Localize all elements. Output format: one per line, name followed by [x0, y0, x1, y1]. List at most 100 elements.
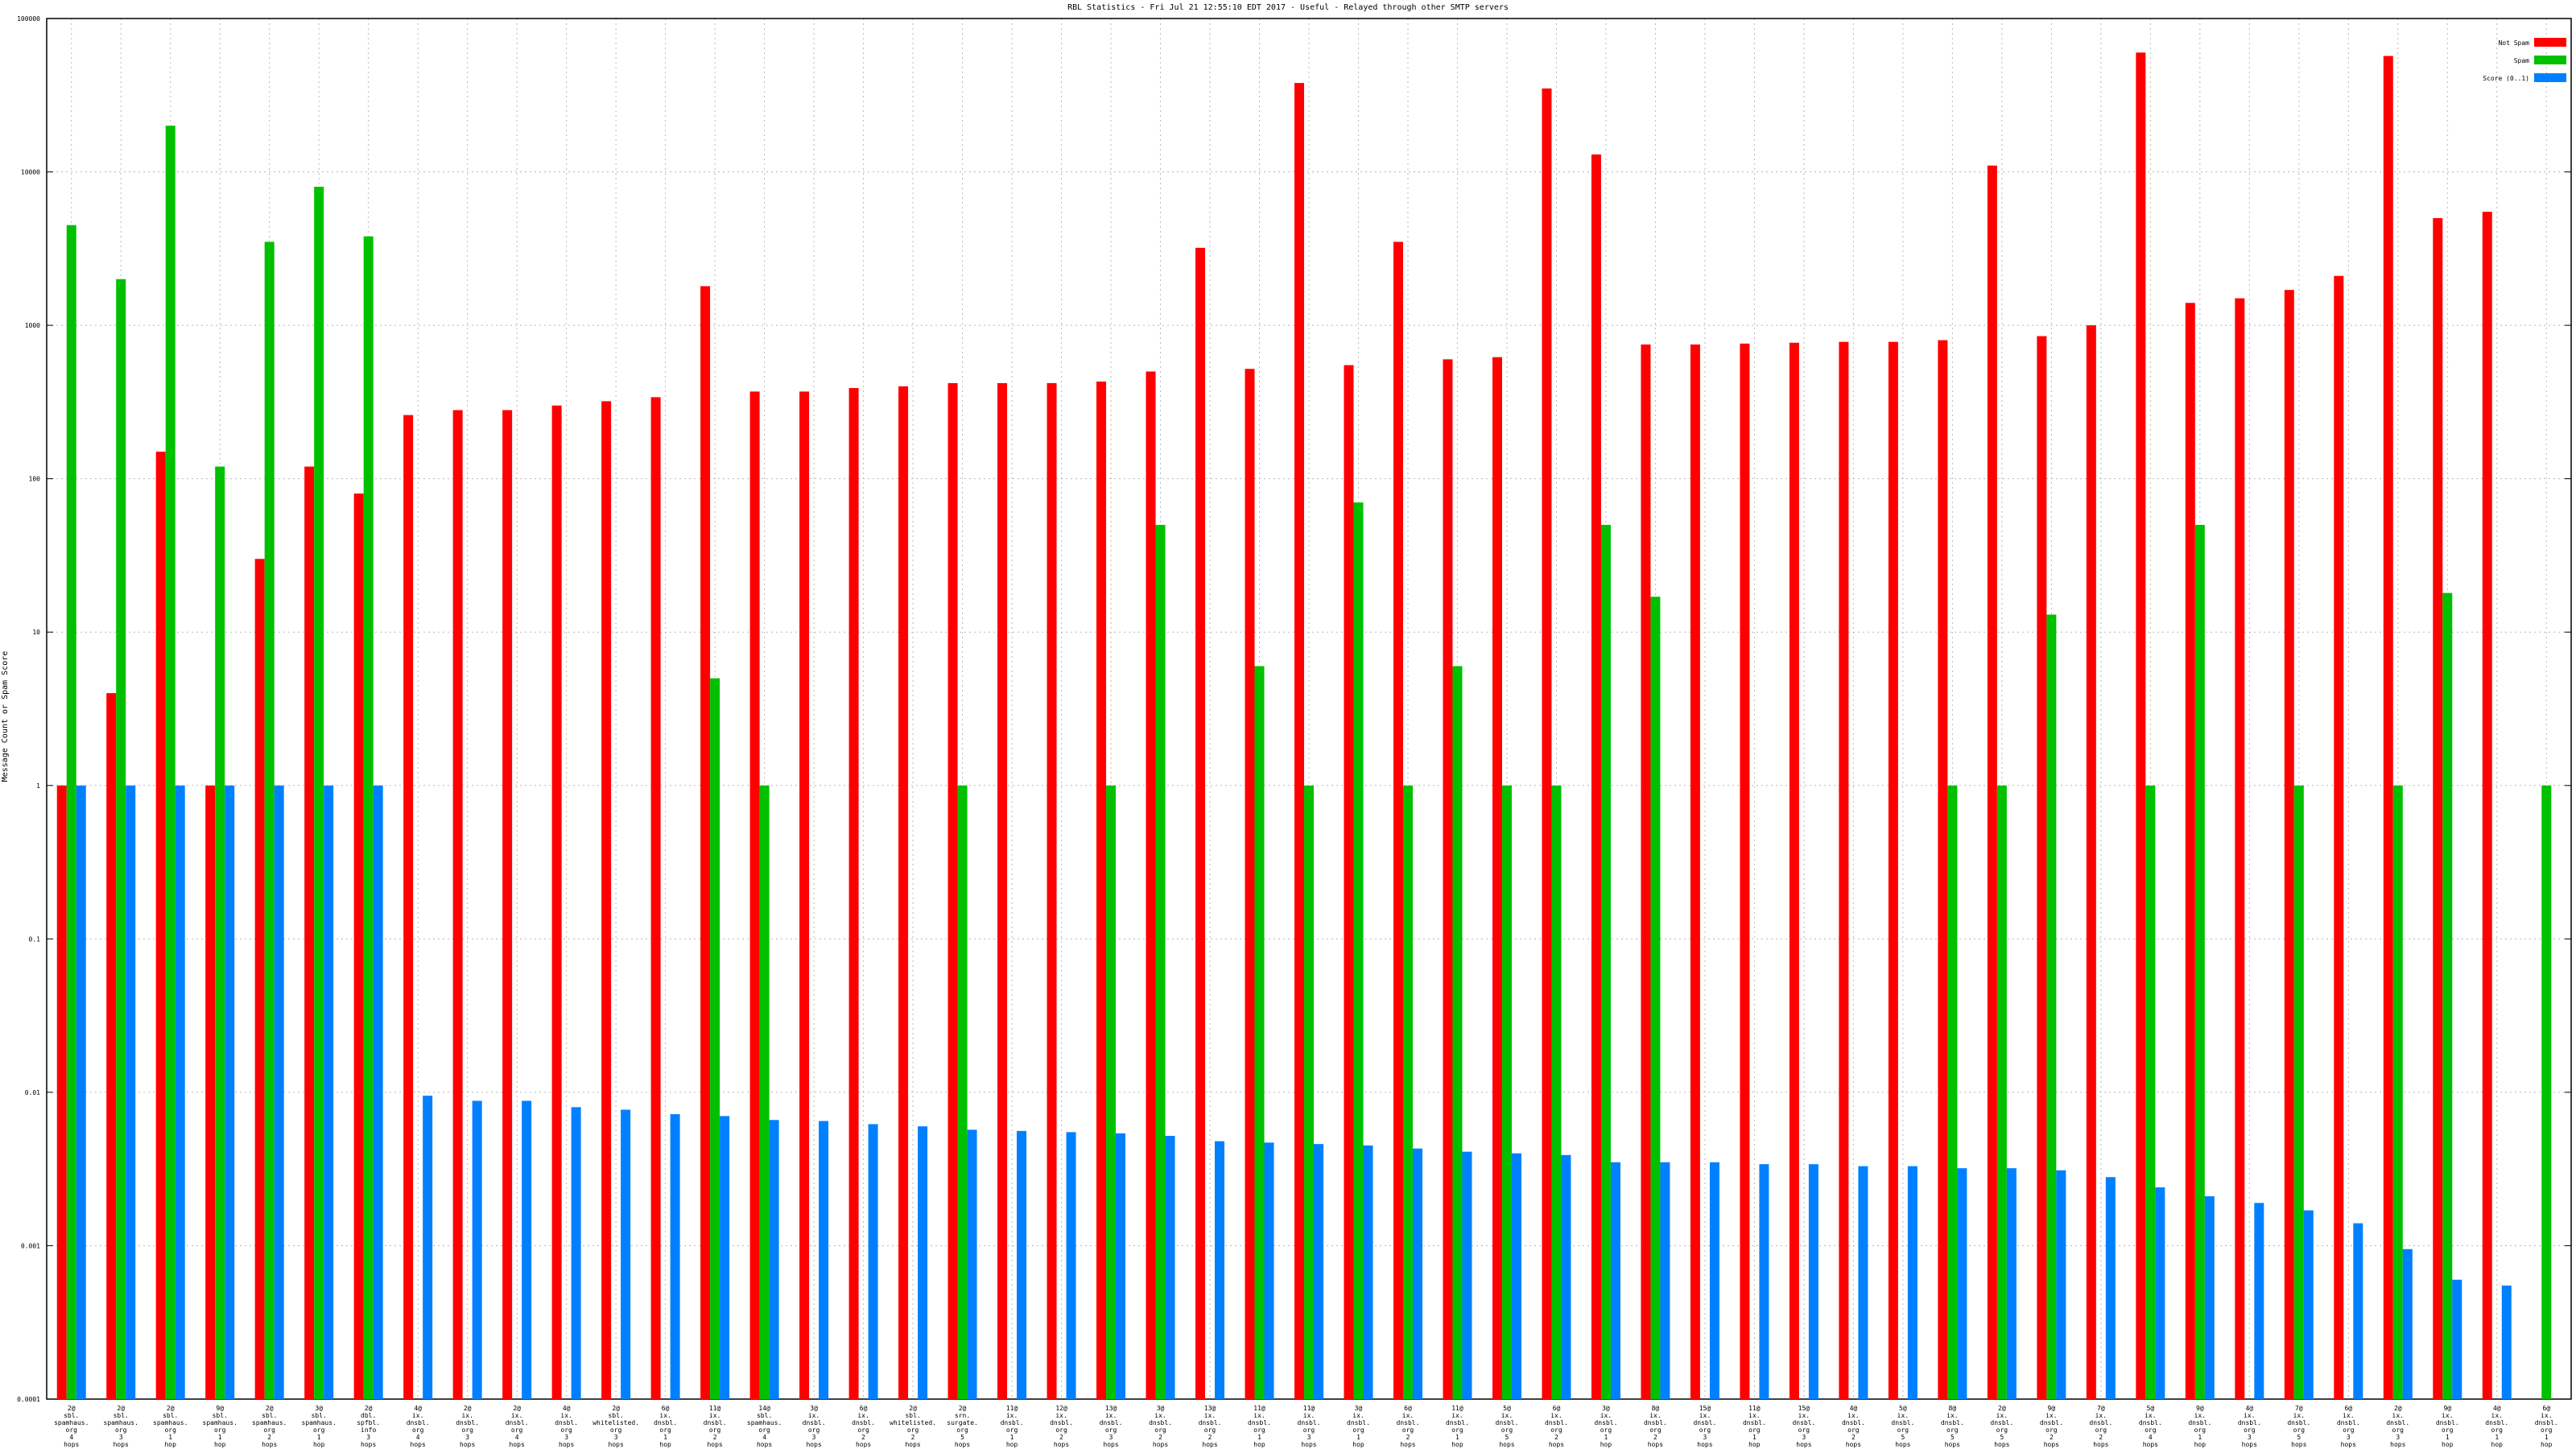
- x-tick-label-line: hop: [1600, 1441, 1612, 1448]
- bar: [898, 386, 909, 1399]
- x-tick-label-line: org: [1550, 1426, 1563, 1434]
- x-tick-label-line: dnsbl.: [1891, 1419, 1914, 1426]
- x-tick-label: 7@ ix. dnsbl. org 5 hops: [2287, 1405, 2310, 1448]
- bar: [1947, 785, 1958, 1399]
- x-tick-label-line: 2: [2050, 1434, 2054, 1441]
- bar: [1600, 525, 1611, 1400]
- bar: [997, 382, 1008, 1399]
- x-tick-label: 9@ ix. dnsbl. org 1 hop: [2188, 1405, 2211, 1448]
- x-tick-label-line: 11@: [709, 1405, 721, 1412]
- bar: [1353, 502, 1364, 1399]
- x-tick-label-line: 11@: [1303, 1405, 1315, 1412]
- bar: [1641, 344, 1651, 1399]
- x-tick-label-line: dnsbl.: [1001, 1419, 1024, 1426]
- x-tick-label-line: ix.: [2046, 1412, 2057, 1419]
- x-tick-label-line: ix.: [857, 1412, 869, 1419]
- x-tick-label-line: sbl.: [905, 1412, 920, 1419]
- bar: [2452, 1279, 2462, 1399]
- bars: [56, 52, 2552, 1400]
- bar: [700, 286, 711, 1399]
- x-tick-label-line: hop: [2541, 1441, 2553, 1448]
- bar: [254, 559, 265, 1399]
- x-tick-label-line: sbl.: [757, 1412, 772, 1419]
- x-tick-label-line: 11@: [1748, 1405, 1761, 1412]
- x-tick-label-line: 5: [2297, 1434, 2301, 1441]
- bar: [621, 1109, 631, 1399]
- bar: [1462, 1151, 1472, 1399]
- x-tick-label-line: ix.: [2442, 1412, 2453, 1419]
- x-tick-label-line: sbl.: [163, 1412, 178, 1419]
- x-tick-label-line: hop: [313, 1441, 325, 1448]
- x-tick-label-line: whitelisted.: [592, 1419, 639, 1426]
- x-tick-label-line: ix.: [808, 1412, 819, 1419]
- x-tick-label-line: ix.: [1600, 1412, 1612, 1419]
- x-tick-label-line: hops: [1945, 1441, 1960, 1448]
- bar: [2145, 785, 2156, 1399]
- x-tick-label-line: hops: [2341, 1441, 2356, 1448]
- bar: [2136, 52, 2146, 1399]
- x-tick-label-line: 11@: [1006, 1405, 1018, 1412]
- x-tick-label-line: 1: [2446, 1434, 2450, 1441]
- bar: [2235, 298, 2245, 1400]
- x-tick-label-line: dnsbl.: [2139, 1419, 2162, 1426]
- x-tick-label-line: ix.: [2095, 1412, 2107, 1419]
- bar: [314, 187, 324, 1399]
- bar: [1165, 1136, 1175, 1399]
- x-tick-label-line: 5@: [1899, 1405, 1907, 1412]
- bar: [1591, 154, 1601, 1399]
- x-tick-label-line: org: [1501, 1426, 1513, 1434]
- x-tick-label-line: dnsbl.: [852, 1419, 875, 1426]
- bar: [106, 693, 117, 1399]
- bar: [2293, 785, 2304, 1399]
- x-tick-label-line: org: [1996, 1426, 2008, 1434]
- x-tick-label-line: dnsbl.: [2089, 1419, 2112, 1426]
- x-tick-label-line: 3@: [810, 1405, 818, 1412]
- legend-label: Score (0..1): [2483, 75, 2529, 82]
- x-tick-label-line: 6@: [662, 1405, 670, 1412]
- x-tick-label: 11@ ix. dnsbl. org 1 hop: [1446, 1405, 1469, 1448]
- x-tick-label-line: 5: [2000, 1434, 2004, 1441]
- x-tick-label-line: hop: [2194, 1441, 2207, 1448]
- y-tick-label: 10: [32, 629, 40, 636]
- bar: [720, 1116, 730, 1399]
- x-tick-label: 11@ ix. dnsbl. org 2 hops: [704, 1405, 727, 1448]
- y-tick-label: 1000: [25, 322, 40, 329]
- x-tick-label-line: ix.: [2244, 1412, 2255, 1419]
- x-tick-label-line: org: [313, 1426, 325, 1434]
- bar: [126, 785, 136, 1399]
- bar: [1551, 785, 1562, 1399]
- x-tick-label-line: 2@: [1998, 1405, 2006, 1412]
- x-tick-label-line: srn.: [955, 1412, 970, 1419]
- x-tick-label-line: ix.: [1699, 1412, 1711, 1419]
- bar: [1938, 340, 1948, 1399]
- x-tick-label-line: dnsbl.: [1347, 1419, 1370, 1426]
- x-tick-label-line: hop: [214, 1441, 226, 1448]
- x-tick-label: 9@ ix. dnsbl. org 1 hop: [2436, 1405, 2459, 1448]
- x-tick-label-line: 1: [1356, 1434, 1360, 1441]
- x-tick-label-line: org: [1748, 1426, 1761, 1434]
- x-tick-label: 5@ ix. dnsbl. org 5 hops: [1496, 1405, 1519, 1448]
- y-tick-label: 1: [36, 782, 40, 790]
- x-tick-label-line: 2@: [513, 1405, 521, 1412]
- x-tick-label-line: spamhaus.: [747, 1419, 782, 1426]
- bar: [868, 1124, 878, 1399]
- x-tick-label: 9@ ix. dnsbl. org 2 hops: [2040, 1405, 2063, 1448]
- x-tick-label-line: hops: [1549, 1441, 1564, 1448]
- x-tick-label-line: 3@: [1157, 1405, 1165, 1412]
- x-tick-label-line: 3: [1802, 1434, 1806, 1441]
- x-tick-label-line: hop: [2491, 1441, 2504, 1448]
- bar: [1452, 666, 1463, 1399]
- bar: [373, 785, 383, 1399]
- x-tick-label: 3@ sbl. spamhaus. org 1 hop: [302, 1405, 336, 1448]
- x-tick-label-line: hops: [707, 1441, 722, 1448]
- x-tick-label-line: org: [1105, 1426, 1117, 1434]
- x-tick-label: 5@ ix. dnsbl. org 5 hops: [1891, 1405, 1914, 1448]
- bar: [1443, 359, 1453, 1399]
- x-tick-label-line: hops: [1796, 1441, 1811, 1448]
- x-tick-label-line: 3: [366, 1434, 370, 1441]
- bar: [1146, 371, 1156, 1399]
- y-tick-label: 100000: [17, 15, 40, 23]
- bar: [2402, 1249, 2413, 1399]
- bar: [175, 785, 185, 1399]
- x-tick-label-line: org: [2244, 1426, 2256, 1434]
